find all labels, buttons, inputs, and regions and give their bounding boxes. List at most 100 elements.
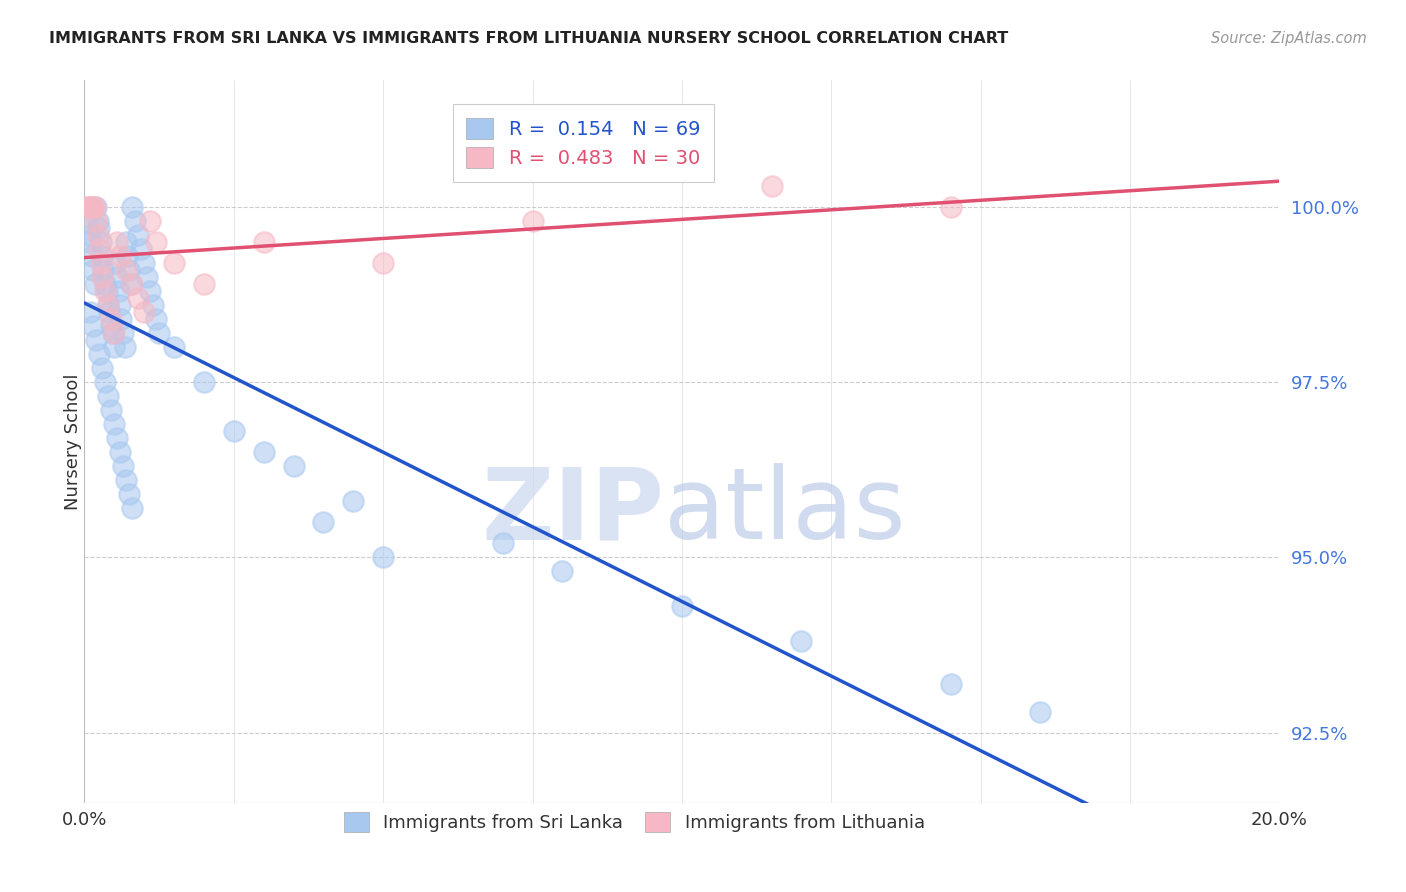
- Point: [253, 445, 276, 459]
- Point: [342, 494, 364, 508]
- Point: [90, 255, 112, 269]
- Point: [110, 249, 132, 263]
- Point: [98, 305, 121, 319]
- Text: Source: ZipAtlas.com: Source: ZipAtlas.com: [1211, 31, 1367, 46]
- Point: [132, 305, 156, 319]
- Point: [671, 599, 693, 614]
- Point: [94, 277, 117, 291]
- Point: [79, 235, 101, 249]
- Point: [96, 284, 118, 298]
- Point: [94, 284, 117, 298]
- Point: [790, 634, 813, 648]
- Text: atlas: atlas: [664, 463, 905, 560]
- Text: IMMIGRANTS FROM SRI LANKA VS IMMIGRANTS FROM LITHUANIA NURSERY SCHOOL CORRELATIO: IMMIGRANTS FROM SRI LANKA VS IMMIGRANTS …: [49, 31, 1008, 46]
- Point: [103, 326, 125, 340]
- Point: [115, 235, 138, 249]
- Point: [127, 227, 149, 242]
- Legend: Immigrants from Sri Lanka, Immigrants from Lithuania: Immigrants from Sri Lanka, Immigrants fr…: [330, 799, 938, 845]
- Point: [129, 242, 152, 256]
- Point: [112, 326, 135, 340]
- Point: [97, 389, 120, 403]
- Point: [193, 375, 215, 389]
- Point: [80, 200, 103, 214]
- Point: [121, 277, 143, 291]
- Point: [77, 227, 100, 242]
- Point: [84, 200, 107, 214]
- Point: [86, 333, 108, 347]
- Point: [90, 235, 112, 249]
- Point: [77, 200, 100, 214]
- Point: [86, 213, 108, 227]
- Point: [112, 459, 135, 474]
- Point: [86, 213, 108, 227]
- Point: [132, 255, 156, 269]
- Point: [118, 262, 141, 277]
- Point: [79, 305, 101, 319]
- Point: [115, 473, 138, 487]
- Point: [89, 242, 111, 256]
- Point: [253, 235, 276, 249]
- Point: [79, 200, 101, 214]
- Point: [145, 235, 167, 249]
- Point: [82, 318, 104, 333]
- Point: [120, 277, 142, 291]
- Point: [373, 550, 395, 565]
- Point: [105, 431, 128, 445]
- Point: [103, 417, 125, 431]
- Point: [84, 277, 107, 291]
- Point: [492, 536, 515, 550]
- Point: [117, 249, 139, 263]
- Point: [91, 269, 114, 284]
- Point: [163, 340, 186, 354]
- Point: [939, 200, 962, 214]
- Point: [86, 200, 108, 214]
- Point: [103, 340, 125, 354]
- Point: [139, 284, 162, 298]
- Point: [761, 178, 783, 193]
- Point: [121, 200, 143, 214]
- Point: [110, 445, 132, 459]
- Point: [82, 200, 104, 214]
- Point: [1029, 705, 1052, 719]
- Point: [939, 676, 962, 690]
- Point: [139, 213, 162, 227]
- Point: [76, 200, 98, 214]
- Point: [110, 298, 132, 312]
- Point: [105, 235, 128, 249]
- Point: [145, 311, 167, 326]
- Point: [118, 487, 141, 501]
- Point: [94, 375, 117, 389]
- Point: [86, 227, 108, 242]
- Point: [312, 515, 335, 529]
- Point: [127, 291, 149, 305]
- Point: [100, 311, 122, 326]
- Point: [108, 284, 131, 298]
- Point: [91, 360, 114, 375]
- Point: [193, 277, 215, 291]
- Point: [97, 298, 120, 312]
- Point: [91, 249, 114, 263]
- Point: [97, 298, 120, 312]
- Point: [80, 249, 103, 263]
- Point: [373, 255, 395, 269]
- Point: [114, 340, 136, 354]
- Point: [163, 255, 186, 269]
- Point: [100, 318, 122, 333]
- Point: [89, 347, 111, 361]
- Point: [100, 403, 122, 417]
- Point: [148, 326, 170, 340]
- Y-axis label: Nursery School: Nursery School: [65, 373, 82, 510]
- Point: [76, 213, 98, 227]
- Point: [222, 424, 245, 438]
- Point: [136, 269, 159, 284]
- Point: [105, 269, 128, 284]
- Point: [121, 501, 143, 516]
- Point: [142, 298, 165, 312]
- Point: [89, 220, 111, 235]
- Point: [104, 255, 127, 269]
- Point: [124, 213, 146, 227]
- Point: [110, 311, 132, 326]
- Point: [93, 262, 115, 277]
- Point: [101, 326, 124, 340]
- Point: [82, 262, 104, 277]
